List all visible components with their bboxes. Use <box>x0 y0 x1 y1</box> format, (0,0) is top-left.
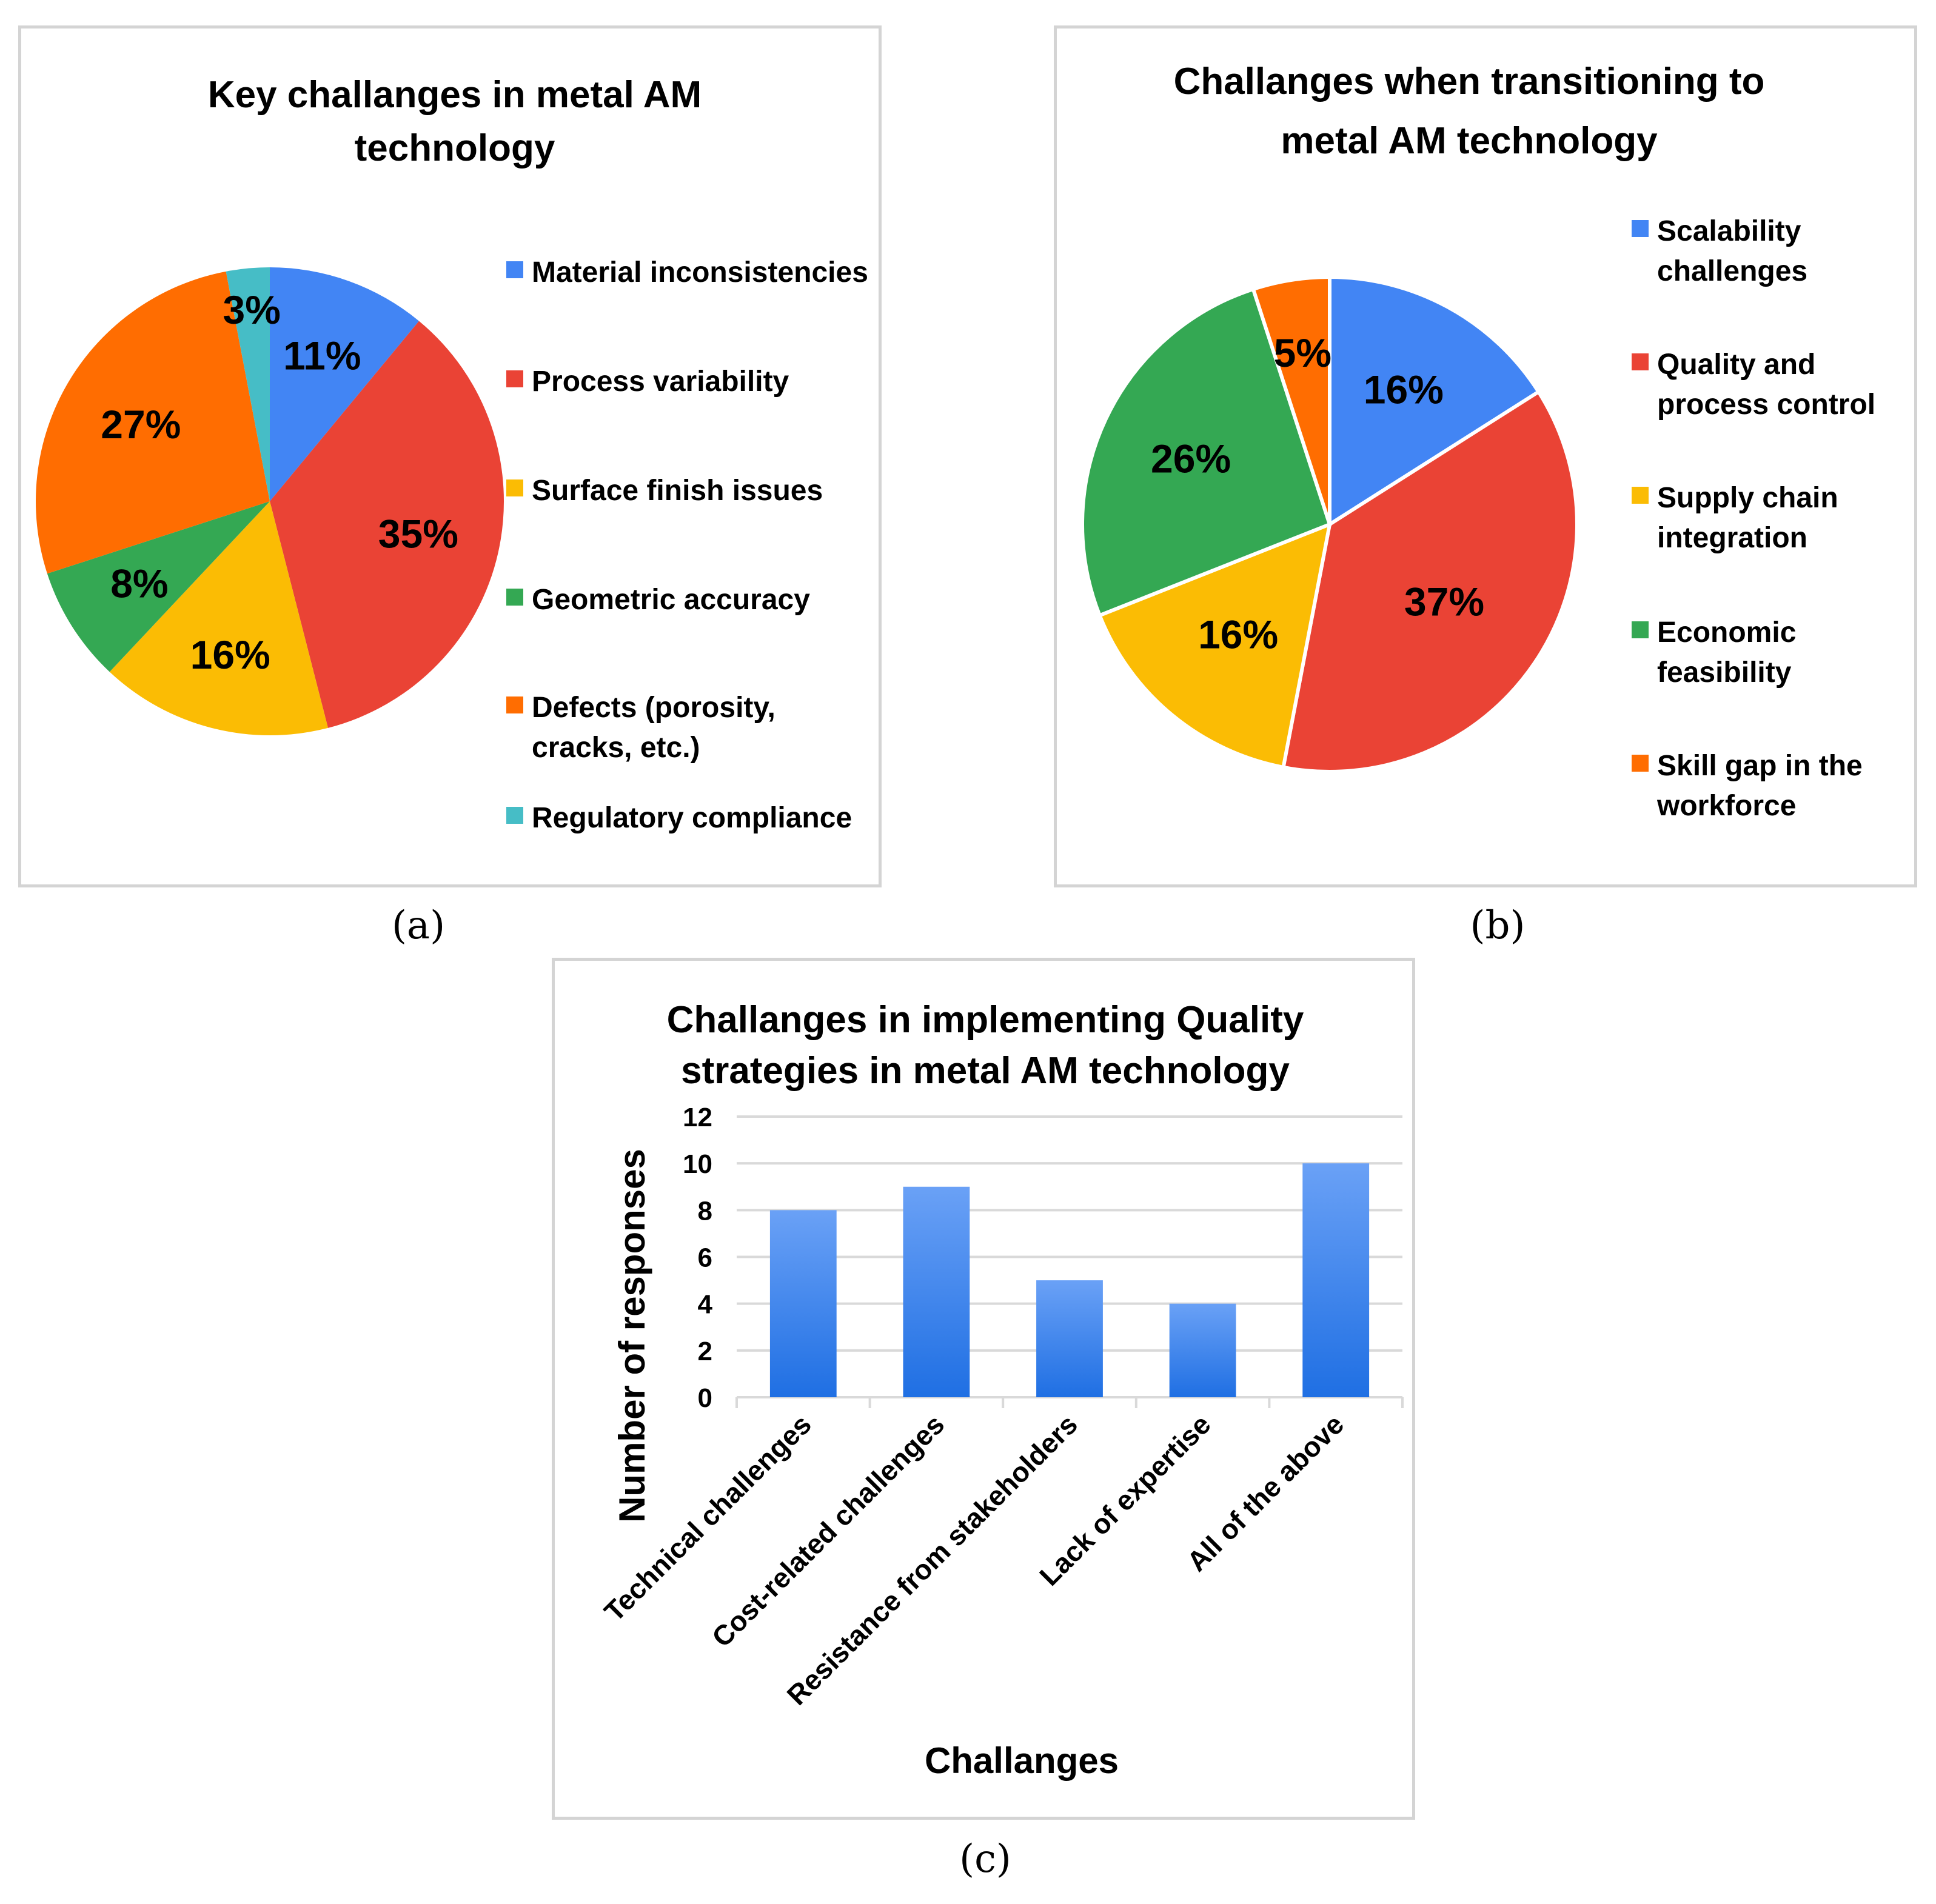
chart-a-slice-label-process-variability: 35% <box>378 512 458 556</box>
chart-a-slice-geometric-accuracy <box>47 501 270 672</box>
chart-a-legend-label-process-variability: Process variability <box>532 366 789 398</box>
chart-a-title-line-2: technology <box>355 127 555 169</box>
chart-b-legend-label-quality-and-process-control-line-1: Quality and <box>1657 349 1815 381</box>
chart-b-legend-swatch-economic-feasibility <box>1632 621 1649 638</box>
chart-c-bar-resistance-from-stakeholders <box>1036 1280 1103 1397</box>
chart-a-slice-label-defects-porosity-cracks-etc: 27% <box>101 402 181 447</box>
chart-b-slice-label-economic-feasibility: 26% <box>1151 436 1231 481</box>
chart-c-y-tick-6: 6 <box>698 1243 712 1273</box>
pie-chart-panel-a: Key challanges in metal AM technology 11% 3… <box>18 25 882 887</box>
chart-b-legend-swatch-quality-and-process-control <box>1632 353 1649 370</box>
pie-chart-b: Challanges when transitioning to metal AM… <box>1080 61 1875 822</box>
chart-b-legend-label-quality-and-process-control-line-2: process control <box>1657 389 1875 421</box>
chart-a-legend-label-geometric-accuracy: Geometric accuracy <box>532 584 810 616</box>
chart-b-legend-label-scalability-challenges-line-2: challenges <box>1657 255 1807 287</box>
chart-b-legend-label-economic-feasibility-line-2: feasibility <box>1657 656 1792 689</box>
chart-a-slice-process-variability <box>270 321 504 728</box>
pie-chart-panel-b: Challanges when transitioning to metal AM… <box>1054 25 1917 887</box>
chart-a-slices <box>35 267 504 735</box>
chart-c-category-label-cost-related-challenges: Cost-related challenges <box>706 1408 951 1653</box>
chart-b-slice-label-supply-chain-integration: 16% <box>1198 612 1278 656</box>
chart-c-bar-cost-related-challenges <box>903 1186 970 1397</box>
chart-b-title-line-2: metal AM technology <box>1281 120 1658 162</box>
chart-b-legend-swatch-supply-chain-integration <box>1632 487 1649 504</box>
chart-c-title-line-2: strategies in metal AM technology <box>681 1050 1290 1092</box>
caption-a: (a) <box>391 903 446 948</box>
chart-c-x-axis-title: Challanges <box>925 1740 1119 1781</box>
chart-a-legend-swatch-material-inconsistencies <box>506 261 523 278</box>
caption-c: (c) <box>959 1837 1011 1882</box>
chart-c-category-label-resistance-from-stakeholders: Resistance from stakeholders <box>781 1408 1084 1711</box>
chart-a-title-line-1: Key challanges in metal AM <box>208 74 702 116</box>
chart-b-legend-swatch-scalability-challenges <box>1632 220 1649 237</box>
chart-b-slice-scalability-challenges <box>1328 275 1541 528</box>
chart-a-legend-label-surface-finish-issues: Surface finish issues <box>532 475 823 507</box>
chart-b-slice-quality-and-process-control <box>1281 389 1579 773</box>
chart-a-slice-label-surface-finish-issues: 16% <box>190 632 270 677</box>
chart-c-bar-lack-of-expertise <box>1169 1303 1236 1397</box>
chart-c-bar-all-of-the-above <box>1302 1163 1370 1397</box>
chart-a-slice-label-regulatory-compliance: 3% <box>223 287 281 332</box>
chart-a-legend-swatch-geometric-accuracy <box>506 589 523 606</box>
chart-b-slices <box>1080 275 1579 773</box>
chart-a-legend-swatch-process-variability <box>506 370 523 387</box>
chart-b-slice-economic-feasibility <box>1080 287 1332 618</box>
caption-b: (b) <box>1470 903 1526 948</box>
chart-c-y-tick-2: 2 <box>698 1337 712 1366</box>
chart-b-legend-swatch-skill-gap-in-the-workforce <box>1632 755 1649 772</box>
chart-a-legend-swatch-surface-finish-issues <box>506 479 523 496</box>
chart-a-slice-label-geometric-accuracy: 8% <box>110 561 168 606</box>
chart-a-legend-label-defects-porosity-cracks-etc-line-2: cracks, etc.) <box>532 732 700 764</box>
chart-a-slice-label-material-inconsistencies: 11% <box>283 333 361 378</box>
chart-b-slice-skill-gap-in-the-workforce <box>1251 275 1331 525</box>
chart-c-title-line-1: Challanges in implementing Quality <box>667 999 1304 1041</box>
chart-c-bar-technical-challenges <box>769 1210 837 1397</box>
chart-a-slice-defects-porosity-cracks-etc <box>35 271 270 574</box>
chart-a-slice-regulatory-compliance <box>226 267 270 501</box>
chart-b-legend-label-scalability-challenges-line-1: Scalability <box>1657 215 1801 247</box>
chart-b-slice-supply-chain-integration <box>1097 521 1332 770</box>
chart-b-slice-label-quality-and-process-control: 37% <box>1404 579 1484 624</box>
chart-a-legend-swatch-regulatory-compliance <box>506 807 523 824</box>
chart-b-legend-label-skill-gap-in-the-workforce-line-1: Skill gap in the <box>1657 750 1863 782</box>
chart-b-title-line-1: Challanges when transitioning to <box>1174 61 1765 102</box>
chart-c-y-tick-10: 10 <box>683 1149 712 1179</box>
chart-b-slice-label-scalability-challenges: 16% <box>1364 367 1444 412</box>
chart-a-legend-label-regulatory-compliance: Regulatory compliance <box>532 802 852 834</box>
chart-c-y-tick-4: 4 <box>698 1290 713 1320</box>
chart-a-slice-surface-finish-issues <box>109 501 328 735</box>
bar-chart-panel-c: Challanges in implementing Quality strate… <box>552 958 1415 1820</box>
chart-b-legend-label-supply-chain-integration-line-1: Supply chain <box>1657 482 1838 514</box>
chart-c-y-tick-8: 8 <box>698 1196 712 1226</box>
chart-b-legend-label-supply-chain-integration-line-2: integration <box>1657 522 1807 554</box>
chart-b-legend-label-skill-gap-in-the-workforce-line-2: workforce <box>1656 790 1796 822</box>
chart-b-slice-label-skill-gap-in-the-workforce: 5% <box>1274 330 1331 375</box>
chart-c-y-tick-0: 0 <box>698 1383 712 1413</box>
chart-a-slice-material-inconsistencies <box>270 267 420 501</box>
pie-chart-a: Key challanges in metal AMtechnology11%3… <box>35 74 868 834</box>
chart-a-legend-label-material-inconsistencies: Material inconsistencies <box>532 256 868 289</box>
chart-c-y-axis-title: Number of responses <box>612 1149 652 1523</box>
chart-c-y-tick-12: 12 <box>683 1103 712 1132</box>
chart-a-legend-swatch-defects-porosity-cracks-etc <box>506 696 523 713</box>
chart-b-legend-label-economic-feasibility-line-1: Economic <box>1657 616 1796 649</box>
bar-chart-c: Challanges in implementing Quality strate… <box>598 999 1404 1781</box>
chart-a-legend-label-defects-porosity-cracks-etc-line-1: Defects (porosity, <box>532 692 775 724</box>
